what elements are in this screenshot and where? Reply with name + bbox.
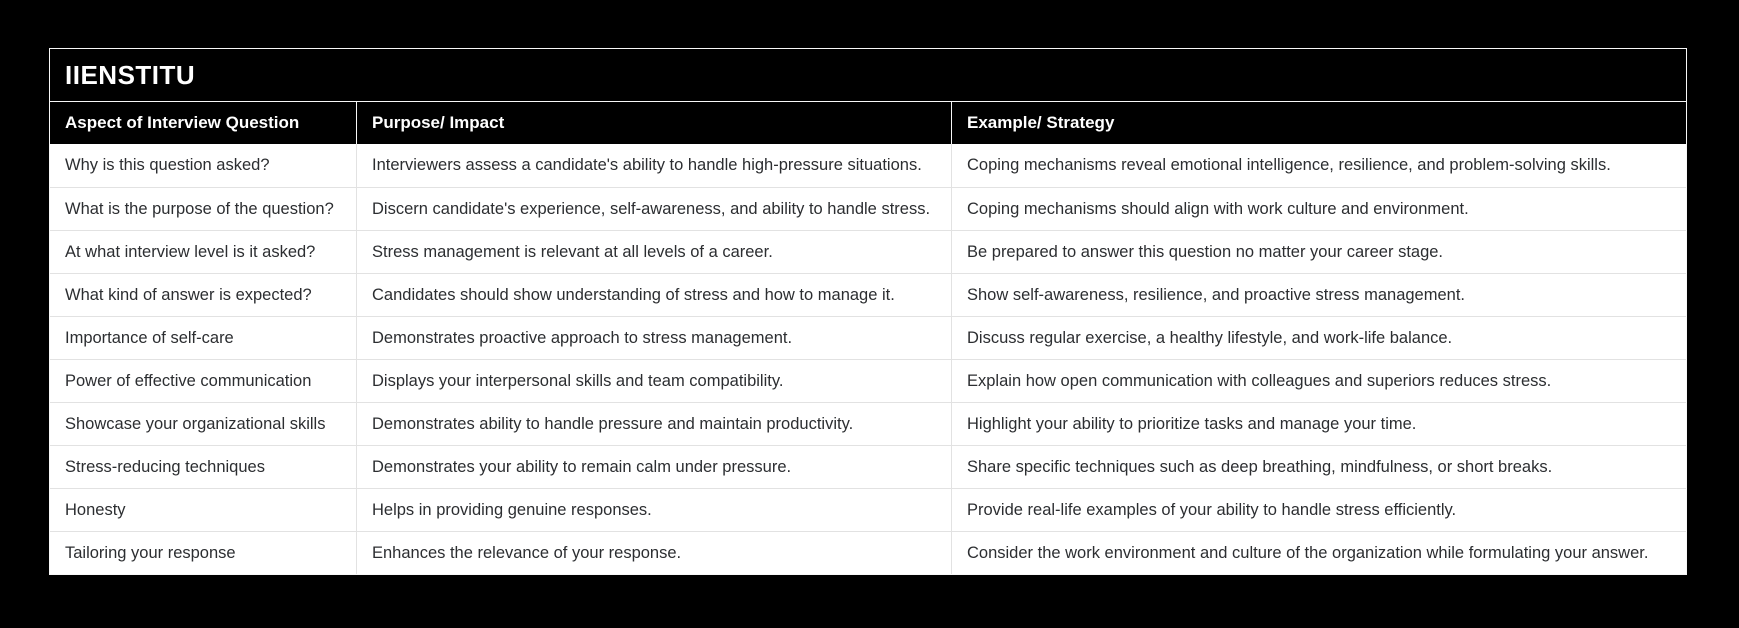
table-title-bar: IIENSTITU [50,49,1686,102]
cell-aspect: Power of effective communication [65,371,312,390]
table-row: Showcase your organizational skills Demo… [50,402,1686,445]
column-header-example: Example/ Strategy [951,102,1686,144]
cell-example: Coping mechanisms reveal emotional intel… [951,144,1686,187]
cell-purpose: Discern candidate's experience, self-awa… [356,188,951,230]
cell-aspect: Honesty [65,500,126,519]
table-row: Tailoring your response Enhances the rel… [50,531,1686,574]
table-title: IIENSTITU [65,59,196,90]
cell-example: Explain how open communication with coll… [951,360,1686,402]
interview-question-table: IIENSTITU Aspect of Interview Question P… [49,48,1687,575]
cell-purpose: Enhances the relevance of your response. [356,532,951,574]
table-row: Power of effective communication Display… [50,359,1686,402]
table-row: Honesty Helps in providing genuine respo… [50,488,1686,531]
table-row: At what interview level is it asked? Str… [50,230,1686,273]
cell-aspect: Tailoring your response [65,543,236,562]
cell-example: Coping mechanisms should align with work… [951,188,1686,230]
cell-aspect: At what interview level is it asked? [65,242,316,261]
table-row: What kind of answer is expected? Candida… [50,273,1686,316]
cell-example: Provide real-life examples of your abili… [951,489,1686,531]
table-row: Stress-reducing techniques Demonstrates … [50,445,1686,488]
column-header-aspect: Aspect of Interview Question [65,113,300,132]
cell-purpose: Candidates should show understanding of … [356,274,951,316]
cell-aspect: Stress-reducing techniques [65,457,265,476]
cell-example: Be prepared to answer this question no m… [951,231,1686,273]
cell-aspect: Why is this question asked? [65,156,270,174]
cell-example: Show self-awareness, resilience, and pro… [951,274,1686,316]
cell-purpose: Stress management is relevant at all lev… [356,231,951,273]
cell-aspect: Showcase your organizational skills [65,414,326,433]
cell-purpose: Helps in providing genuine responses. [356,489,951,531]
cell-aspect: Importance of self-care [65,328,234,347]
cell-purpose: Demonstrates your ability to remain calm… [356,446,951,488]
table-row: Why is this question asked? Interviewers… [50,144,1686,187]
cell-example: Consider the work environment and cultur… [951,532,1686,574]
cell-purpose: Demonstrates proactive approach to stres… [356,317,951,359]
cell-purpose: Interviewers assess a candidate's abilit… [356,144,951,187]
cell-aspect: What is the purpose of the question? [65,199,334,218]
cell-example: Discuss regular exercise, a healthy life… [951,317,1686,359]
table-row: What is the purpose of the question? Dis… [50,187,1686,230]
column-header-purpose: Purpose/ Impact [356,102,951,144]
table-header-row: Aspect of Interview Question Purpose/ Im… [50,102,1686,144]
cell-purpose: Demonstrates ability to handle pressure … [356,403,951,445]
table-row: Importance of self-care Demonstrates pro… [50,316,1686,359]
cell-purpose: Displays your interpersonal skills and t… [356,360,951,402]
cell-example: Highlight your ability to prioritize tas… [951,403,1686,445]
cell-aspect: What kind of answer is expected? [65,285,312,304]
cell-example: Share specific techniques such as deep b… [951,446,1686,488]
